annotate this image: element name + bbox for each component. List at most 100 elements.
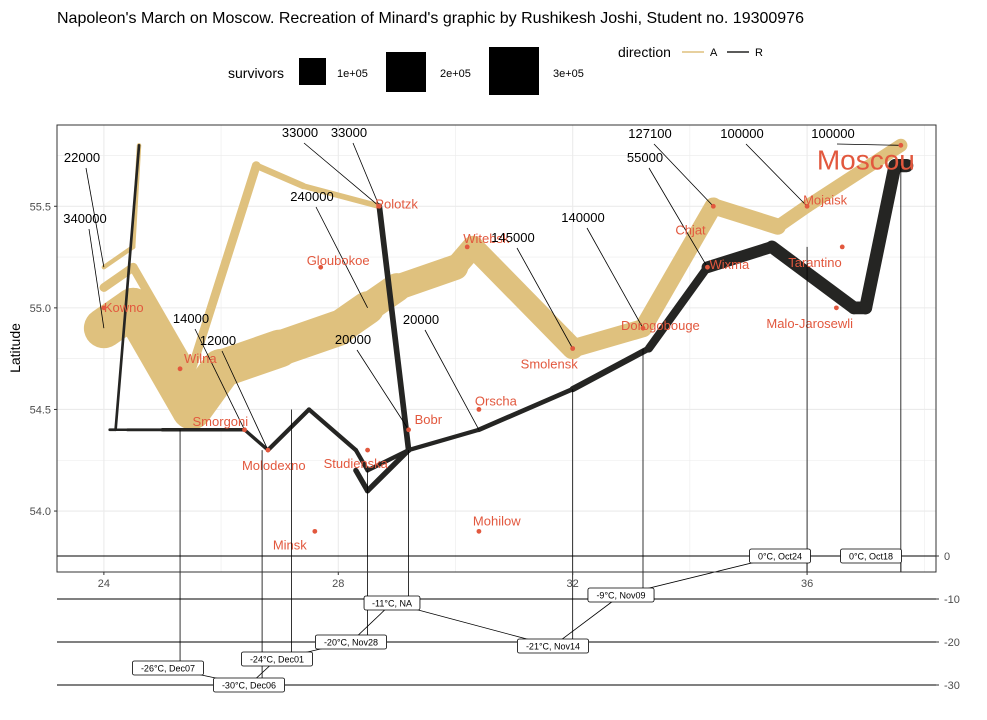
survivor-label-13: 100000 (720, 126, 763, 141)
path-r-g2-seg-2 (353, 467, 371, 494)
city-marker-moscou (898, 142, 904, 148)
legend-direction-label-r: R (755, 47, 763, 59)
city-marker-minsk (312, 528, 318, 534)
path-r-g2-seg-1 (364, 447, 412, 494)
axes: 24 28 32 36 54.0 54.5 55.0 55.5 0 -10 -20 -30 (30, 201, 960, 692)
city-marker-witebsk (464, 244, 470, 250)
path-r-g1-seg-1 (859, 159, 902, 315)
survivor-label-12: 127100 (628, 126, 671, 141)
temp-tick-label-0: 0 (944, 551, 950, 563)
temp-label-box-6 (240, 651, 313, 667)
path-a-g2-seg-3 (253, 162, 307, 190)
city-label-wixma: Wixma (709, 257, 749, 272)
legend-survivors-key-1 (299, 58, 326, 85)
city-label-moscou: Moscou (817, 144, 915, 175)
leader-line-9 (516, 247, 574, 349)
survivor-label-3: 12000 (200, 333, 236, 348)
city-label-molodexno: Molodexno (242, 458, 306, 473)
survivor-label-7: 20000 (335, 332, 371, 347)
leader-line-13 (745, 143, 808, 207)
city-marker-mohilow (476, 528, 482, 534)
temp-label-box-4 (363, 595, 421, 611)
temp-label-1: 0°C, Oct24 (758, 552, 802, 562)
city-label-witebsk: Witebsk (463, 231, 510, 246)
x-tick-label-3: 36 (801, 578, 813, 590)
x-tick-label-2: 32 (567, 578, 579, 590)
city-label-mohilow: Mohilow (473, 513, 521, 528)
legend-survivors-label-3: 3e+05 (553, 68, 584, 80)
leader-line-7 (356, 349, 409, 430)
leader-line-4 (303, 142, 380, 207)
path-a-g2-seg-4 (300, 183, 383, 210)
city-marker-gloubokoe (318, 264, 324, 270)
path-a-g1-seg-14 (800, 138, 908, 213)
path-a-g2-seg-1 (128, 262, 197, 374)
y-tick-label-1: 54.5 (30, 404, 51, 416)
temp-label-6: -24°C, Dec01 (250, 655, 304, 665)
army-paths (83, 138, 914, 494)
y-tick-label-2: 55.0 (30, 303, 51, 315)
city-label-minsk: Minsk (273, 537, 307, 552)
city-marker-wilna (177, 366, 183, 372)
temp-label-8: -26°C, Dec07 (141, 664, 195, 674)
leader-line-0 (85, 167, 105, 268)
survivor-label-8: 20000 (403, 312, 439, 327)
leader-line-8 (424, 329, 480, 430)
survivor-label-9: 145000 (491, 230, 534, 245)
y-tick-label-0: 54.0 (30, 506, 51, 518)
city-marker-tarantino (839, 244, 845, 250)
path-r-g1-seg-11 (306, 407, 358, 453)
leader-line-3 (221, 350, 269, 451)
city-label-dorogobouge: Dorogobouge (621, 318, 700, 333)
city-label-tarantino: Tarantino (788, 255, 841, 270)
city-label-smolensk: Smolensk (521, 357, 579, 372)
chart-title: Napoleon's March on Moscow. Recreation o… (57, 10, 804, 27)
city-marker-smolensk (570, 346, 576, 351)
path-a-g1-seg-9 (462, 236, 584, 360)
temp-label-box-5 (314, 634, 387, 650)
leader-line-1 (88, 228, 105, 329)
path-r-g1-seg-5 (644, 263, 712, 353)
legend-survivors-label-1: 1e+05 (337, 68, 368, 80)
leader-line-6 (315, 206, 368, 309)
path-a-g1-seg-12 (705, 198, 786, 235)
survivor-label-1: 340000 (63, 211, 106, 226)
city-marker-mojaisk (804, 203, 810, 209)
path-r-g1-seg-7 (476, 386, 576, 433)
path-r-g1-seg-12 (265, 407, 312, 453)
legend-survivors-title: survivors (228, 65, 284, 81)
temp-label-5: -20°C, Nov28 (324, 638, 378, 648)
x-tick-label-0: 24 (98, 578, 110, 590)
city-marker-kowno (101, 305, 107, 311)
legend-survivors: survivors 1e+05 2e+05 3e+05 (228, 47, 584, 95)
city-label-bobr: Bobr (415, 412, 443, 427)
survivor-label-10: 140000 (561, 210, 604, 225)
cities: Kowno Wilna Smorgoni Molodexno Gloubokoe Mins… (101, 142, 915, 552)
temp-label-box-2 (587, 587, 655, 603)
temp-label-box-1 (749, 548, 811, 564)
temp-connector-2 (552, 594, 622, 647)
city-marker-molodexno (265, 447, 271, 453)
temp-tick-label-2: -20 (944, 637, 960, 649)
temp-label-3: -21°C, Nov14 (526, 642, 580, 652)
survivor-label-11: 55000 (627, 150, 663, 165)
temp-label-4: -11°C, NA (372, 599, 412, 609)
city-marker-wixma (705, 264, 710, 270)
path-a-g3-seg-0 (101, 244, 136, 270)
leader-line-14 (836, 143, 901, 146)
temp-tick-label-1: -10 (944, 594, 960, 606)
path-r-g1-seg-6 (569, 345, 652, 393)
legend-direction-label-a: A (710, 47, 718, 59)
temp-tick-label-3: -30 (944, 680, 960, 692)
leader-lines (85, 142, 901, 451)
survivor-label-5: 33000 (331, 125, 367, 140)
temp-label-box-0 (840, 548, 902, 564)
legend-direction: direction A R (618, 44, 763, 60)
path-a-g1-seg-10 (563, 319, 653, 358)
temp-label-box-3 (517, 638, 590, 654)
city-marker-chjat (710, 203, 716, 209)
city-label-wilna: Wilna (184, 351, 217, 366)
city-label-polotzk: Polotzk (375, 196, 418, 211)
leader-line-12 (653, 143, 714, 207)
plot-frame (56, 124, 937, 573)
